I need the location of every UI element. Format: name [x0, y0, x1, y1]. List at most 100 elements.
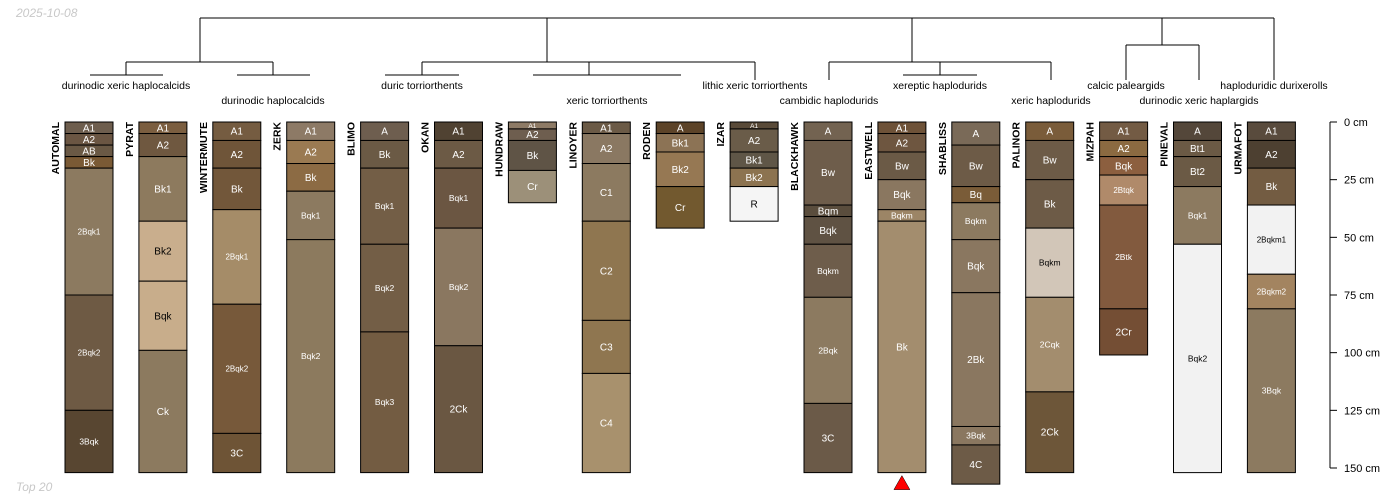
horizon[interactable]: [1173, 243, 1222, 474]
horizon[interactable]: [951, 202, 1001, 241]
horizon[interactable]: [951, 144, 1001, 188]
horizon[interactable]: [212, 303, 262, 434]
soil-profile-izar[interactable]: IZAR A1 A2 Bk1 Bk2 R: [715, 121, 779, 222]
soil-profile-urmafot[interactable]: URMAFOT A1 A2 Bk 2Bqkm1 2Bqkm2 3Bqk: [1232, 121, 1296, 474]
horizon[interactable]: [138, 280, 188, 351]
horizon[interactable]: [1246, 167, 1296, 206]
soil-profile-pineval[interactable]: PINEVAL A Bt1 Bt2 Bqk1 Bqk2: [1159, 121, 1222, 474]
horizon-label: Bqk2: [301, 351, 321, 361]
horizon[interactable]: [286, 190, 336, 241]
horizon-label: A1: [231, 127, 244, 138]
horizon-label: A: [825, 127, 832, 138]
soil-profile-palinor[interactable]: PALINOR A Bw Bk Bqkm 2Cqk 2Ck: [1011, 121, 1075, 474]
soil-profile-wintermute[interactable]: WINTERMUTE A1 A2 Bk 2Bqk1 2Bqk2 3C: [198, 121, 262, 474]
horizon-label: A1: [452, 127, 465, 138]
soil-profile-okan[interactable]: OKAN A1 A2 Bqk1 Bqk2 2Ck: [420, 121, 483, 474]
horizon-label: A1: [305, 127, 318, 138]
horizon[interactable]: [138, 156, 188, 222]
horizon[interactable]: [1025, 227, 1075, 298]
horizon-label: 2Ck: [450, 405, 469, 416]
horizon[interactable]: [1099, 174, 1149, 206]
horizon[interactable]: [655, 186, 705, 229]
horizon[interactable]: [1025, 391, 1075, 474]
horizon[interactable]: [729, 186, 779, 222]
horizon[interactable]: [286, 163, 336, 192]
horizon-label: A1: [896, 123, 909, 134]
horizon[interactable]: [360, 243, 410, 333]
horizon-label: A1: [600, 123, 613, 134]
soil-profile-mizpah[interactable]: MIZPAH A1 A2 Bqk 2Btqk 2Btk 2Cr: [1085, 121, 1149, 356]
horizon[interactable]: [138, 220, 188, 282]
soil-profile-eastwell[interactable]: EASTWELL A1 A2 Bw Bqk Bqkm Bk: [863, 121, 927, 490]
horizon[interactable]: [1173, 156, 1222, 188]
taxa-labels: durinodic xeric haplocalcids durinodic ha…: [62, 80, 1328, 107]
horizon[interactable]: [1099, 204, 1149, 310]
horizon[interactable]: [951, 444, 1001, 485]
soil-profile-zerk[interactable]: ZERK A1 A2 Bk Bqk1 Bqk2: [272, 121, 336, 474]
horizon-label: A1: [1265, 127, 1278, 138]
horizon-label: A1: [750, 123, 758, 130]
horizon-label: 2Bqk2: [78, 348, 101, 357]
horizon[interactable]: [434, 227, 483, 347]
horizon[interactable]: [803, 296, 853, 404]
horizon-label: C3: [600, 342, 613, 353]
horizon[interactable]: [581, 163, 631, 222]
horizon[interactable]: [212, 167, 262, 211]
horizon[interactable]: [581, 220, 631, 321]
horizon[interactable]: [803, 216, 853, 245]
horizon[interactable]: [507, 169, 557, 204]
horizon-label: Bqk: [1115, 161, 1133, 172]
horizon[interactable]: [655, 151, 705, 188]
horizon[interactable]: [360, 331, 410, 474]
soil-profile-shabliss[interactable]: SHABLISS A Bw Bq Bqkm Bqk 2Bk 3Bqk 4C: [937, 121, 1001, 485]
horizon[interactable]: [877, 179, 927, 211]
horizon[interactable]: [1246, 308, 1296, 474]
horizon-label: R: [750, 199, 757, 210]
horizon[interactable]: [434, 167, 483, 229]
profile-name: BLACKHAWK: [789, 122, 801, 191]
horizon[interactable]: [507, 139, 557, 171]
horizon-label: Bw: [821, 168, 836, 179]
horizon[interactable]: [581, 372, 631, 474]
horizon[interactable]: [1246, 204, 1296, 275]
soil-profile-blimo[interactable]: BLIMO A Bk Bqk1 Bqk2 Bqk3: [346, 121, 410, 474]
horizon[interactable]: [138, 349, 188, 474]
horizon[interactable]: [64, 409, 114, 474]
horizon-label: Bk: [527, 151, 540, 162]
horizon[interactable]: [803, 243, 853, 298]
horizon-label: 4C: [969, 460, 982, 471]
horizon-label: 2Btqk: [1113, 186, 1134, 195]
horizon-label: 2Bqk2: [225, 365, 248, 374]
horizon[interactable]: [1025, 139, 1075, 181]
horizon[interactable]: [360, 167, 410, 245]
horizon[interactable]: [212, 209, 262, 305]
horizon[interactable]: [212, 139, 262, 169]
horizon[interactable]: [64, 294, 114, 411]
horizon[interactable]: [286, 239, 336, 474]
horizon-label: A1: [1117, 127, 1130, 138]
soil-profile-linoyer[interactable]: LINOYER A1 A2 C1 C2 C3 C4: [567, 121, 631, 474]
horizon[interactable]: [803, 402, 853, 474]
soil-profile-pyrat[interactable]: PYRAT A1 A2 Bk1 Bk2 Bqk Ck: [124, 121, 188, 474]
horizon[interactable]: [581, 133, 631, 165]
horizon[interactable]: [434, 139, 483, 169]
horizon[interactable]: [64, 167, 114, 296]
horizon[interactable]: [212, 432, 262, 474]
soil-profile-roden[interactable]: RODEN A Bk1 Bk2 Cr: [641, 121, 705, 229]
horizon-label: Bk2: [745, 173, 763, 184]
horizon[interactable]: [1099, 308, 1149, 356]
horizon[interactable]: [360, 139, 410, 169]
horizon[interactable]: [1025, 179, 1075, 229]
horizon[interactable]: [877, 220, 927, 474]
truncation-marker-icon: [893, 475, 911, 490]
horizon-label: 2Bqk1: [78, 227, 101, 236]
horizon-label: 2Bqk: [818, 345, 838, 355]
soil-profile-blackhawk[interactable]: BLACKHAWK A Bw Bqm Bqk Bqkm 2Bqk 3C: [789, 121, 853, 474]
horizon[interactable]: [434, 345, 483, 474]
horizon[interactable]: [951, 239, 1001, 294]
horizon-label: 3C: [230, 449, 243, 460]
horizon[interactable]: [1025, 296, 1075, 393]
